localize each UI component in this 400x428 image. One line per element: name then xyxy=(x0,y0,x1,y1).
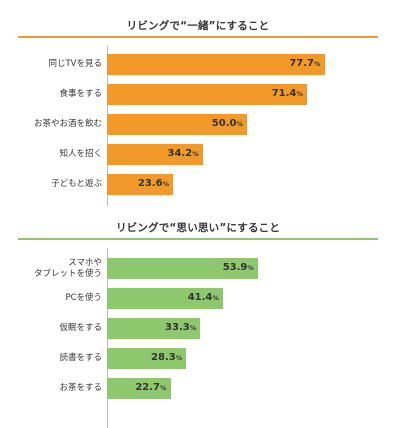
percent-unit: % xyxy=(162,180,170,188)
bar: 28.3% xyxy=(107,348,187,369)
title-rule-together xyxy=(18,36,378,38)
bar: 23.6% xyxy=(107,174,174,195)
bar: 50.0% xyxy=(107,114,247,135)
value-label: 41.4% xyxy=(188,292,219,303)
bar-row: 食事をする 71.4% xyxy=(18,84,378,105)
category-label: PCを使う xyxy=(65,293,102,303)
category-label: 読書をする xyxy=(59,353,102,363)
bar-row: PCを使う 41.4% xyxy=(18,288,378,309)
percent-unit: % xyxy=(296,90,303,98)
bar-row: お茶をする 22.7% xyxy=(18,378,378,399)
value-label: 50.0% xyxy=(212,118,243,129)
title-rule-individual xyxy=(18,238,378,240)
bar-row: 同じTVを見る 77.7% xyxy=(18,54,378,75)
value-number: 53.9 xyxy=(222,262,248,273)
bar: 53.9% xyxy=(107,258,258,279)
bar-row: スマホや タブレットを使う 53.9% xyxy=(18,258,378,279)
value-label: 77.7% xyxy=(289,58,320,69)
bar: 77.7% xyxy=(107,54,325,75)
percent-unit: % xyxy=(212,294,219,302)
chart-together: リビングで“一緒”にすること 同じTVを見る 77.7% 食事をする 71.4% お茶や… xyxy=(18,18,378,208)
category-label: スマホや タブレットを使う xyxy=(33,257,102,279)
category-label: お茶やお酒を飲む xyxy=(33,119,102,129)
chart-title-together: リビングで“一緒”にすること xyxy=(126,20,270,32)
percent-unit: % xyxy=(160,384,167,392)
value-number: 22.7 xyxy=(135,382,161,393)
bar-row: 知人を招く 34.2% xyxy=(18,144,378,165)
bar: 22.7% xyxy=(107,378,171,399)
value-number: 28.3 xyxy=(151,352,176,363)
value-number: 23.6 xyxy=(137,178,163,189)
value-number: 77.7 xyxy=(289,58,315,69)
chart-title-individual: リビングで“思い思い”にすること xyxy=(115,222,281,234)
category-label: 仮眠をする xyxy=(59,323,102,333)
value-label: 71.4% xyxy=(272,88,303,99)
value-label: 23.6% xyxy=(138,178,169,189)
value-label: 53.9% xyxy=(223,262,254,273)
percent-unit: % xyxy=(247,264,254,272)
chart-individual: リビングで“思い思い”にすること スマホや タブレットを使う 53.9% PCを使う… xyxy=(18,220,378,428)
value-number: 71.4 xyxy=(271,88,297,99)
value-number: 41.4 xyxy=(187,292,213,303)
bar: 41.4% xyxy=(107,288,223,309)
bar: 71.4% xyxy=(107,84,307,105)
value-number: 50.0 xyxy=(211,118,237,129)
percent-unit: % xyxy=(189,324,197,332)
value-label: 28.3% xyxy=(151,352,182,363)
category-label: 食事をする xyxy=(59,89,102,99)
category-label: お茶をする xyxy=(59,383,102,393)
bar-row: お茶やお酒を飲む 50.0% xyxy=(18,114,378,135)
category-label: 子どもと遊ぶ xyxy=(51,179,102,189)
category-label: 知人を招く xyxy=(59,149,102,159)
percent-unit: % xyxy=(236,120,243,128)
value-label: 22.7% xyxy=(135,382,166,393)
value-label: 33.3% xyxy=(165,322,196,333)
percent-unit: % xyxy=(192,150,199,158)
bar-row: 読書をする 28.3% xyxy=(18,348,378,369)
value-label: 34.2% xyxy=(168,148,199,159)
bar-row: 仮眠をする 33.3% xyxy=(18,318,378,339)
value-number: 34.2 xyxy=(167,148,193,159)
bar: 33.3% xyxy=(107,318,201,339)
bar-row: 子どもと遊ぶ 23.6% xyxy=(18,174,378,195)
percent-unit: % xyxy=(175,354,183,362)
value-number: 33.3 xyxy=(165,322,190,333)
percent-unit: % xyxy=(314,60,321,68)
category-label: 同じTVを見る xyxy=(48,59,102,69)
bar: 34.2% xyxy=(107,144,203,165)
